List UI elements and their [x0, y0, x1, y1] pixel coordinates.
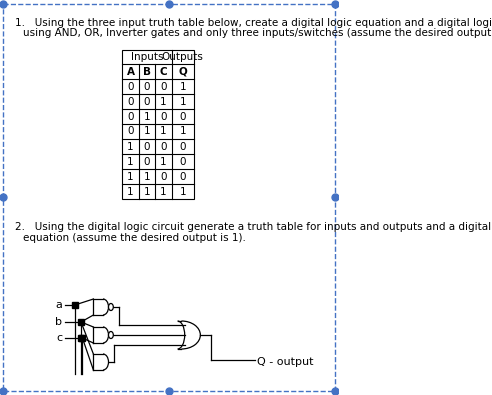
- Text: 0: 0: [180, 141, 186, 152]
- Text: c: c: [57, 333, 62, 343]
- Text: Q - output: Q - output: [257, 357, 314, 367]
- Text: 1: 1: [127, 171, 134, 181]
- Text: b: b: [56, 317, 62, 327]
- Text: 1: 1: [127, 156, 134, 167]
- Text: Outputs: Outputs: [162, 52, 204, 62]
- Text: A: A: [126, 66, 134, 77]
- Text: B: B: [143, 66, 151, 77]
- Text: equation (assume the desired output is 1).: equation (assume the desired output is 1…: [23, 233, 246, 243]
- Text: 1: 1: [180, 126, 186, 137]
- Text: 0: 0: [160, 141, 167, 152]
- Text: 1: 1: [127, 141, 134, 152]
- Text: 1: 1: [144, 186, 150, 196]
- Text: 0: 0: [160, 81, 167, 92]
- Text: 1: 1: [160, 186, 167, 196]
- Text: 0: 0: [127, 111, 134, 122]
- Text: 1: 1: [180, 186, 186, 196]
- Circle shape: [109, 303, 113, 310]
- Text: 0: 0: [180, 111, 186, 122]
- Text: 1: 1: [180, 96, 186, 107]
- Text: 0: 0: [144, 81, 150, 92]
- Text: 1.   Using the three input truth table below, create a digital logic equation an: 1. Using the three input truth table bel…: [15, 18, 492, 28]
- Text: 1: 1: [160, 156, 167, 167]
- Text: 1: 1: [144, 111, 150, 122]
- Text: 1: 1: [144, 126, 150, 137]
- Bar: [122, 50, 194, 199]
- Circle shape: [109, 331, 113, 339]
- Text: 0: 0: [160, 171, 167, 181]
- Text: C: C: [159, 66, 167, 77]
- Text: 0: 0: [144, 96, 150, 107]
- Text: a: a: [56, 300, 62, 310]
- Text: 1: 1: [160, 96, 167, 107]
- Text: 1: 1: [160, 126, 167, 137]
- Text: 1: 1: [180, 81, 186, 92]
- Text: Q: Q: [178, 66, 187, 77]
- Text: 0: 0: [127, 81, 134, 92]
- Text: 1: 1: [144, 171, 150, 181]
- Text: 0: 0: [127, 126, 134, 137]
- Text: 1: 1: [127, 186, 134, 196]
- Text: 0: 0: [144, 141, 150, 152]
- Text: 0: 0: [180, 171, 186, 181]
- Text: Inputs: Inputs: [131, 52, 163, 62]
- Text: 0: 0: [160, 111, 167, 122]
- Text: 2.   Using the digital logic circuit generate a truth table for inputs and outpu: 2. Using the digital logic circuit gener…: [15, 222, 492, 232]
- Text: 0: 0: [144, 156, 150, 167]
- Text: 0: 0: [127, 96, 134, 107]
- Text: 0: 0: [180, 156, 186, 167]
- Text: using AND, OR, Inverter gates and only three inputs/switches (assume the desired: using AND, OR, Inverter gates and only t…: [23, 28, 492, 38]
